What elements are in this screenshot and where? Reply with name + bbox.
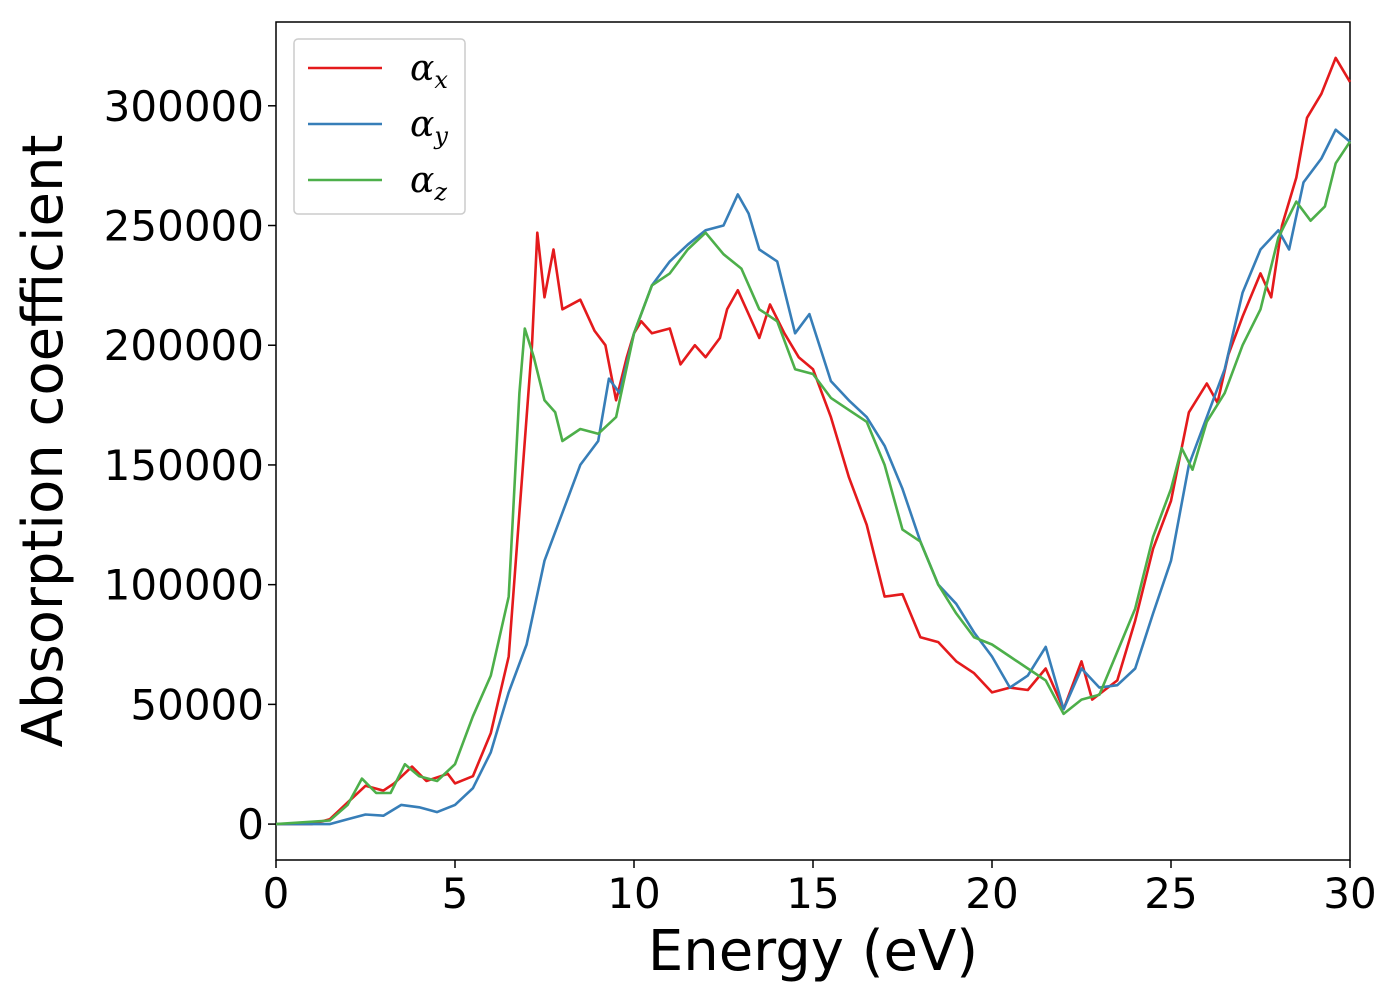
- series-line-alpha-z: [275, 140, 1352, 826]
- x-tick-label: 25: [1144, 869, 1197, 918]
- y-tick-label: 300000: [104, 82, 264, 131]
- x-tick-label: 5: [442, 869, 469, 918]
- y-axis: 0 50000 100000 150000 200000 250000 300000: [104, 82, 276, 849]
- y-tick-label: 100000: [104, 561, 264, 610]
- legend-box: [293, 38, 466, 215]
- x-tick-label: 20: [965, 869, 1018, 918]
- x-tick-label: 10: [607, 869, 660, 918]
- series-line-alpha-y: [276, 128, 1351, 826]
- y-tick-label: 200000: [104, 321, 264, 370]
- x-tick-label: 30: [1323, 869, 1376, 918]
- y-tick-label: 50000: [130, 680, 264, 729]
- x-axis-label: Energy (eV): [648, 919, 978, 984]
- series-layer: [275, 56, 1352, 826]
- series-line-alpha-x: [276, 56, 1352, 826]
- x-tick-label: 0: [263, 869, 290, 918]
- y-tick-label: 150000: [104, 441, 264, 490]
- legend-label-alpha-z: αz: [410, 160, 447, 206]
- x-tick-label: 15: [786, 869, 839, 918]
- y-tick-label: 250000: [104, 202, 264, 251]
- x-axis: 0 5 10 15 20 25 30: [263, 860, 1377, 918]
- y-tick-label: 0: [237, 800, 264, 849]
- y-axis-label: Absorption coefficient: [11, 135, 76, 748]
